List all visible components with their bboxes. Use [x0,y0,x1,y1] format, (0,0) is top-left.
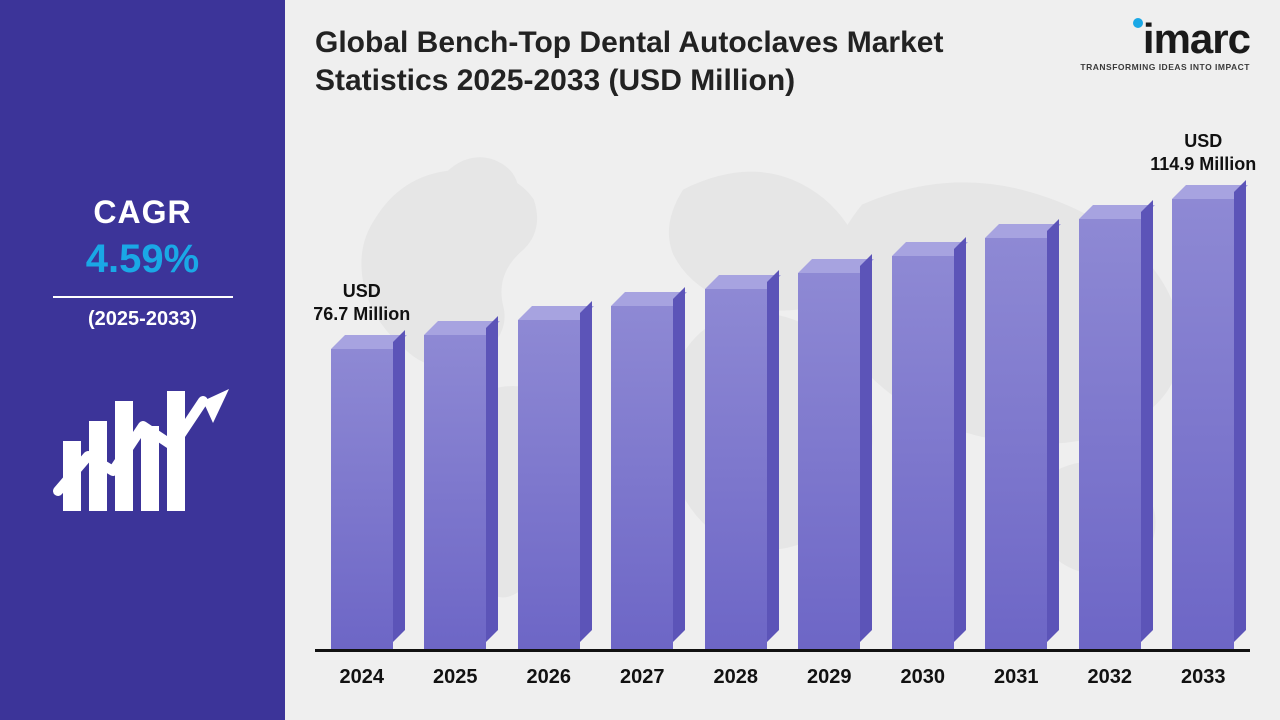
logo-dot-icon [1133,18,1143,28]
bar [689,289,783,649]
bar: USD114.9 Million [1157,199,1251,649]
logo-text: imarc [1080,18,1250,60]
bar [783,273,877,649]
bar [1063,219,1157,649]
data-callout: USD114.9 Million [1150,130,1256,175]
x-axis-label: 2033 [1157,656,1251,700]
bar [970,238,1064,649]
x-axis-label: 2032 [1063,656,1157,700]
x-axis-label: 2025 [409,656,503,700]
x-axis-label: 2027 [596,656,690,700]
logo-tagline: TRANSFORMING IDEAS INTO IMPACT [1080,62,1250,72]
cagr-value: 4.59% [86,237,199,282]
x-axis-label: 2026 [502,656,596,700]
x-axis-label: 2031 [970,656,1064,700]
x-axis-label: 2029 [783,656,877,700]
bar: USD76.7 Million [315,349,409,649]
sidebar: CAGR 4.59% (2025-2033) [0,0,285,720]
bar [876,256,970,649]
chart-area: USD76.7 Million USD114.9 Million 20242025… [305,110,1260,700]
bar [502,320,596,649]
divider [53,296,233,298]
bar [409,335,503,649]
x-axis-label: 2028 [689,656,783,700]
cagr-period: (2025-2033) [88,308,197,331]
chart-title: Global Bench-Top Dental Autoclaves Marke… [315,24,1035,99]
bar-chart: USD76.7 Million USD114.9 Million 20242025… [315,160,1250,700]
brand-logo: imarc TRANSFORMING IDEAS INTO IMPACT [1080,18,1250,72]
x-axis-label: 2030 [876,656,970,700]
main-panel: Global Bench-Top Dental Autoclaves Marke… [285,0,1280,720]
data-callout: USD76.7 Million [313,280,410,325]
bar [596,306,690,649]
x-axis-label: 2024 [315,656,409,700]
cagr-label: CAGR [93,194,191,231]
growth-chart-icon [53,371,233,526]
